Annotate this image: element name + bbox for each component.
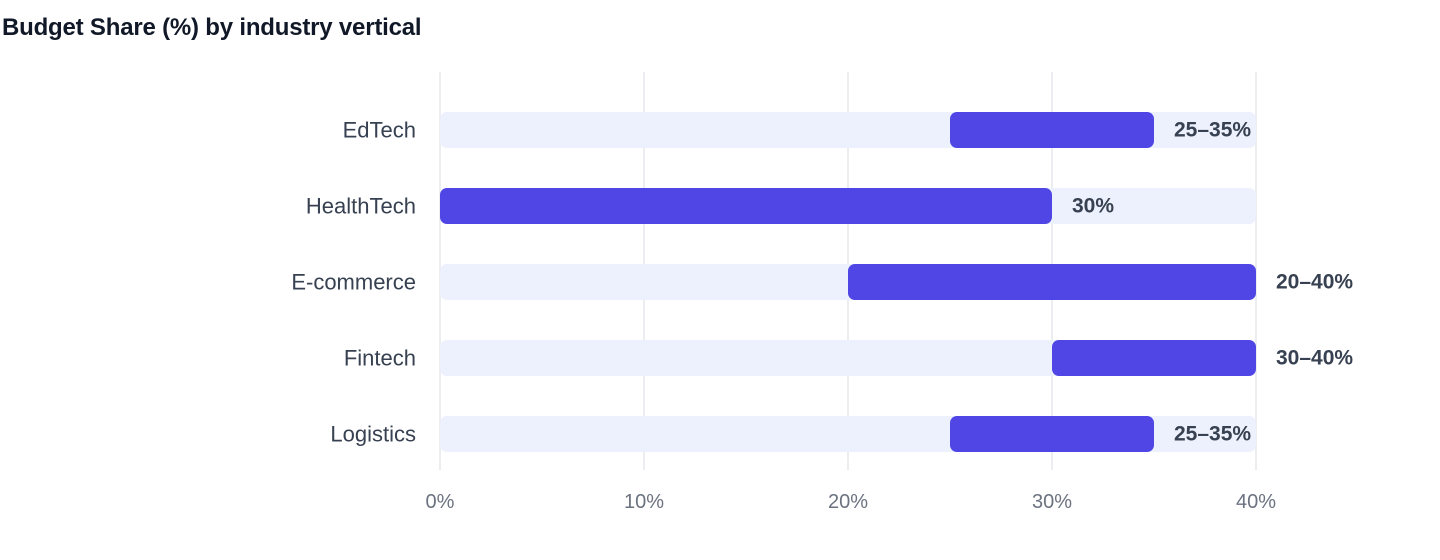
bars bbox=[440, 112, 1256, 452]
value-label: 30–40% bbox=[1276, 347, 1353, 370]
value-label: 20–40% bbox=[1276, 271, 1353, 294]
bar-healthtech bbox=[440, 188, 1052, 224]
bar-fintech bbox=[1052, 340, 1256, 376]
value-label: 25–35% bbox=[1174, 119, 1251, 142]
value-label: 30% bbox=[1072, 195, 1114, 218]
value-labels: 25–35% 30% 20–40% 30–40% 25–35% bbox=[1072, 119, 1353, 446]
value-label: 25–35% bbox=[1174, 423, 1251, 446]
category-label: Logistics bbox=[330, 422, 416, 447]
x-tick-label: 40% bbox=[1236, 491, 1276, 513]
x-tick-label: 0% bbox=[426, 491, 455, 513]
category-labels: EdTech HealthTech E-commerce Fintech Logisti… bbox=[291, 118, 416, 447]
category-label: EdTech bbox=[343, 118, 416, 143]
x-tick-label: 30% bbox=[1032, 491, 1072, 513]
category-label: E-commerce bbox=[291, 270, 416, 295]
x-axis-ticks: 0% 10% 20% 30% 40% bbox=[426, 491, 1277, 513]
x-tick-label: 20% bbox=[828, 491, 868, 513]
bar-edtech bbox=[950, 112, 1154, 148]
bar-e-commerce bbox=[848, 264, 1256, 300]
bar-logistics bbox=[950, 416, 1154, 452]
chart-title: Budget Share (%) by industry vertical bbox=[2, 14, 422, 41]
x-tick-label: 10% bbox=[624, 491, 664, 513]
category-label: Fintech bbox=[344, 346, 416, 371]
category-label: HealthTech bbox=[306, 194, 416, 219]
